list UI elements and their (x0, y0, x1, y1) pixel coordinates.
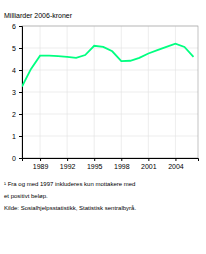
grid-line (40, 26, 41, 158)
tick-label: 2004 (168, 163, 184, 170)
grid-line (22, 136, 198, 137)
tick-mark (40, 158, 41, 161)
tick-label: 5 (12, 45, 16, 52)
tick-mark (19, 136, 22, 137)
tick: 1992 (60, 158, 76, 170)
tick-label: 1998 (114, 163, 130, 170)
tick: 0 (12, 155, 22, 162)
tick: 3 (12, 89, 22, 96)
tick-label: 0 (12, 155, 16, 162)
axis-line (19, 27, 23, 159)
tick: 2001 (141, 158, 157, 170)
tick-mark (19, 158, 22, 159)
tick-label: 1989 (33, 163, 49, 170)
footnote: ¹ Fra og med 1997 inkluderes kun mottake… (4, 181, 135, 187)
tick-label: 1 (12, 133, 16, 140)
plot-frame (22, 26, 198, 158)
tick-mark (19, 48, 22, 49)
y-label: Milliarder 2006-kroner (4, 12, 73, 19)
tick: 2 (12, 111, 22, 118)
footnote: et positivt beløp. (4, 193, 48, 199)
plot: 1989 1992 1995 1998 2001 2004 0 1 2 3 4 5 6 (12, 23, 198, 170)
tick-mark (19, 70, 22, 71)
grid-line (22, 48, 198, 49)
tick: 2004 (168, 158, 184, 170)
tick-label: 3 (12, 89, 16, 96)
grid-line (121, 26, 122, 158)
tick-mark (19, 92, 22, 93)
tick-mark (19, 26, 22, 27)
tick-label: 4 (12, 67, 16, 74)
axis-line (23, 159, 199, 162)
tick-label: 2 (12, 111, 16, 118)
chart: 1989 1992 1995 1998 2001 2004 0 1 2 3 4 5 6 Milliarde… (0, 0, 206, 254)
x-axis: 1989 1992 1995 1998 2001 2004 (23, 158, 199, 170)
tick: 1989 (33, 158, 49, 170)
tick: 1998 (114, 158, 130, 170)
grid (22, 26, 198, 158)
grid-line (22, 70, 198, 71)
tick-mark (121, 158, 122, 161)
tick-label: 6 (12, 23, 16, 30)
tick-mark (148, 158, 149, 161)
tick-mark (67, 158, 68, 161)
tick-label: 2001 (141, 163, 157, 170)
tick: 5 (12, 45, 22, 52)
tick-mark (94, 158, 95, 161)
line (22, 44, 193, 87)
grid-line (22, 92, 198, 93)
y-axis: 0 1 2 3 4 5 6 (12, 23, 22, 162)
footnote: Kilde: Sosialhjelpsstatistikk, Statistis… (4, 205, 136, 211)
grid-line (175, 26, 176, 158)
tick-mark (19, 114, 22, 115)
grid-line (148, 26, 149, 158)
tick-label: 1995 (87, 163, 103, 170)
grid-line (67, 26, 68, 158)
tick-label: 1992 (60, 163, 76, 170)
tick: 1995 (87, 158, 103, 170)
tick: 6 (12, 23, 22, 30)
tick-mark (175, 158, 176, 161)
tick: 4 (12, 67, 22, 74)
grid-line (22, 114, 198, 115)
series (22, 44, 193, 87)
tick: 1 (12, 133, 22, 140)
